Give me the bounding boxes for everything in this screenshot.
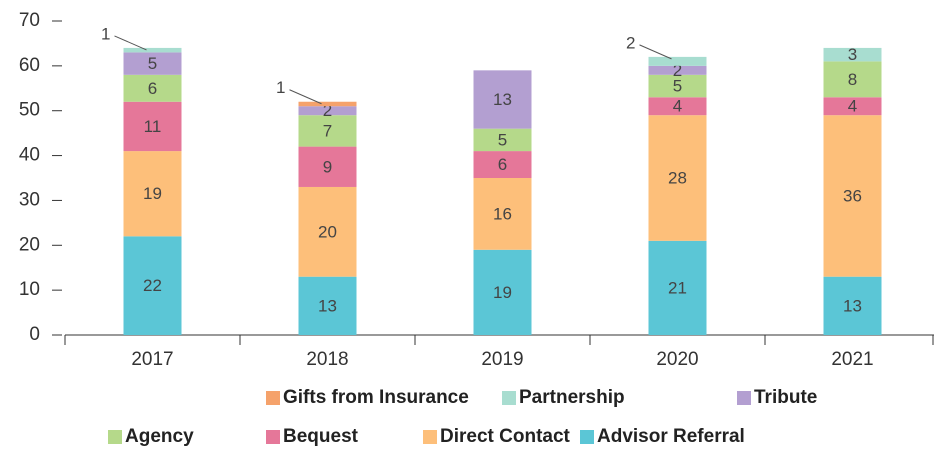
bar-segment bbox=[823, 276, 882, 335]
bar-segment bbox=[473, 178, 532, 250]
bar-segment bbox=[823, 115, 882, 277]
value-label: 20 bbox=[318, 222, 337, 241]
y-tick-label: 0 bbox=[29, 324, 40, 345]
value-label: 13 bbox=[493, 90, 512, 109]
bar-segment bbox=[473, 151, 532, 178]
x-tick-label: 2019 bbox=[481, 349, 523, 370]
bar-segment bbox=[473, 249, 532, 335]
value-label: 36 bbox=[843, 186, 862, 205]
y-tick-label: 20 bbox=[19, 234, 40, 255]
x-tick-label: 2020 bbox=[656, 349, 698, 370]
value-label: 6 bbox=[498, 155, 507, 174]
bar-segment bbox=[123, 74, 182, 102]
value-label: 5 bbox=[498, 130, 507, 149]
bar-segment bbox=[123, 47, 182, 53]
value-label: 1 bbox=[276, 78, 285, 97]
bar-segment bbox=[823, 47, 882, 62]
bar-segment bbox=[298, 146, 357, 187]
value-label: 3 bbox=[848, 45, 857, 64]
x-tick-label: 2017 bbox=[131, 349, 173, 370]
legend-label: Partnership bbox=[519, 387, 625, 408]
legend-swatch bbox=[737, 391, 751, 405]
value-label: 5 bbox=[148, 54, 157, 73]
value-label: 2 bbox=[673, 61, 682, 80]
legend-label: Advisor Referral bbox=[597, 426, 745, 447]
legend-swatch bbox=[108, 430, 122, 444]
legend-swatch bbox=[266, 391, 280, 405]
value-label: 2 bbox=[626, 33, 635, 52]
bar-segment bbox=[123, 236, 182, 335]
value-label: 5 bbox=[673, 77, 682, 96]
legend-label: Gifts from Insurance bbox=[283, 387, 469, 408]
legend-label: Agency bbox=[125, 426, 194, 447]
value-label: 8 bbox=[848, 70, 857, 89]
y-tick-label: 10 bbox=[19, 279, 40, 300]
y-tick-label: 70 bbox=[19, 10, 40, 31]
value-label: 4 bbox=[848, 97, 857, 116]
legend-swatch bbox=[423, 430, 437, 444]
value-label: 22 bbox=[143, 276, 162, 295]
y-tick-label: 30 bbox=[19, 189, 40, 210]
value-label: 13 bbox=[843, 296, 862, 315]
value-label: 11 bbox=[144, 117, 162, 136]
y-tick-label: 40 bbox=[19, 145, 40, 166]
value-label: 1 bbox=[101, 24, 110, 43]
bar-segment bbox=[123, 101, 182, 152]
leader-line bbox=[289, 89, 322, 105]
bar-segment bbox=[123, 151, 182, 237]
bar-segment bbox=[648, 115, 707, 241]
y-tick-label: 60 bbox=[19, 55, 40, 76]
value-label: 2 bbox=[323, 101, 332, 120]
value-label: 21 bbox=[668, 278, 687, 297]
value-label: 28 bbox=[668, 168, 687, 187]
leader-line bbox=[639, 44, 672, 60]
legend-label: Tribute bbox=[754, 387, 817, 408]
legend-swatch bbox=[266, 430, 280, 444]
value-label: 7 bbox=[323, 121, 332, 140]
x-tick-label: 2021 bbox=[831, 349, 873, 370]
value-label: 4 bbox=[673, 97, 682, 116]
bar-segment bbox=[648, 65, 707, 75]
legend-swatch bbox=[502, 391, 516, 405]
value-label: 9 bbox=[323, 157, 332, 176]
bar-segment bbox=[648, 56, 707, 66]
bar-segment bbox=[648, 97, 707, 116]
legend-label: Direct Contact bbox=[440, 426, 571, 447]
value-label: 19 bbox=[493, 283, 512, 302]
bar-segment bbox=[123, 52, 182, 75]
value-label: 6 bbox=[148, 79, 157, 98]
bar-segment bbox=[648, 74, 707, 98]
bar-segment bbox=[298, 276, 357, 335]
bar-segment bbox=[298, 186, 357, 277]
bar-segment bbox=[648, 240, 707, 335]
value-label: 13 bbox=[318, 296, 337, 315]
value-label: 16 bbox=[493, 204, 512, 223]
bar-segment bbox=[823, 97, 882, 116]
bar-segment bbox=[473, 128, 532, 152]
leader-line bbox=[114, 35, 147, 51]
bar-segment bbox=[298, 115, 357, 147]
x-tick-label: 2018 bbox=[306, 349, 348, 370]
legend-swatch bbox=[580, 430, 594, 444]
bar-segment bbox=[298, 101, 357, 107]
bar-segment bbox=[823, 61, 882, 98]
y-tick-label: 50 bbox=[19, 100, 40, 121]
legend-label: Bequest bbox=[283, 426, 359, 447]
bar-segment bbox=[473, 70, 532, 129]
value-label: 19 bbox=[143, 184, 162, 203]
bar-segment bbox=[298, 106, 357, 116]
